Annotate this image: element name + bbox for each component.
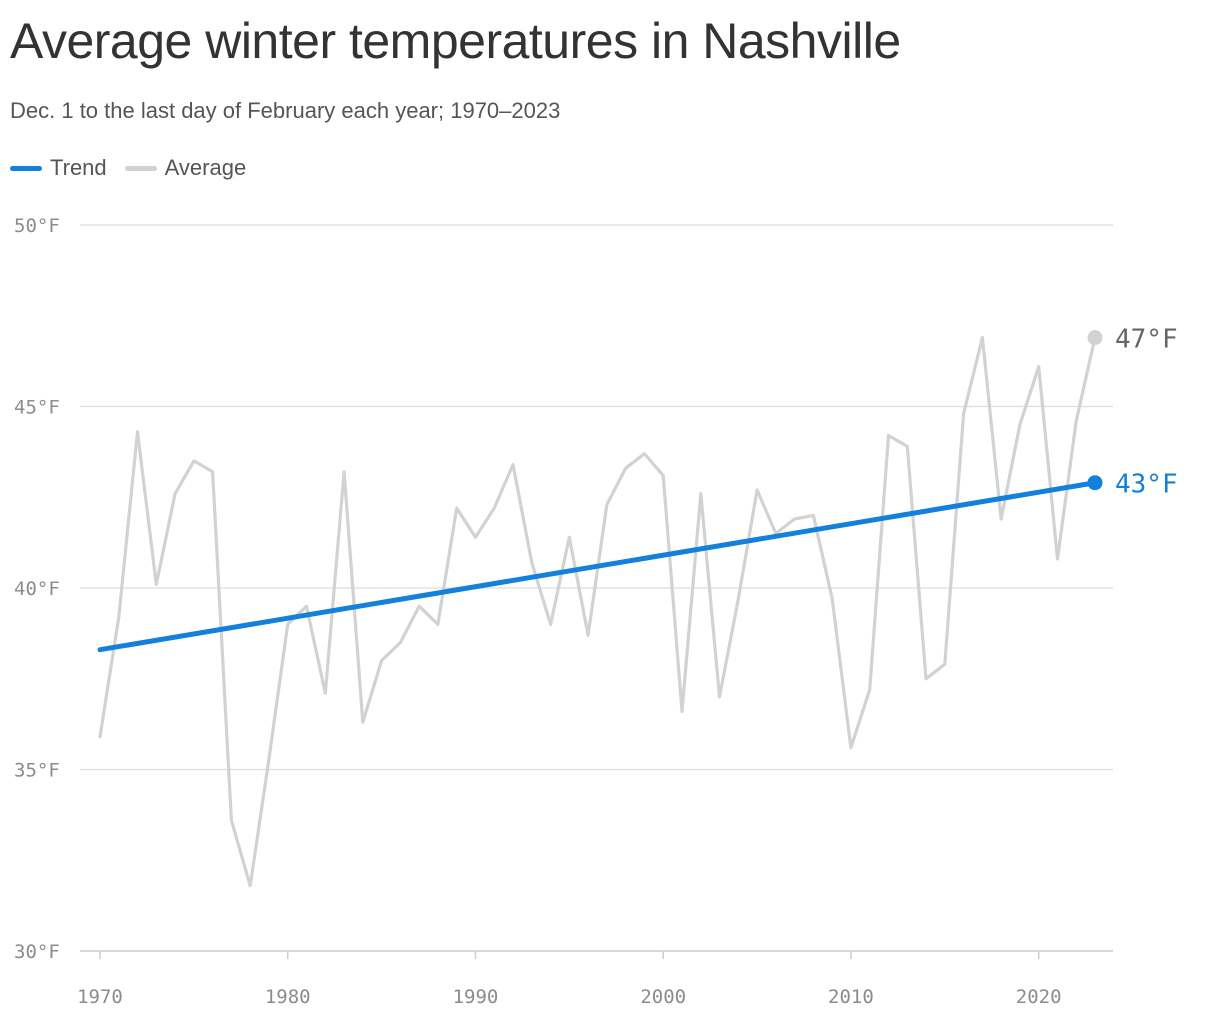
- x-axis-ticks: 1970 1980 1990 2000 2010 2020: [77, 951, 1062, 1008]
- chart-legend: Trend Average: [10, 155, 264, 181]
- x-tick-label-1990: 1990: [453, 986, 499, 1008]
- x-tick-label-1970: 1970: [77, 986, 123, 1008]
- series-layer: [97, 330, 1103, 888]
- y-tick-label-45: 45°F: [14, 397, 60, 419]
- chart-subtitle: Dec. 1 to the last day of February each …: [10, 98, 561, 123]
- end-label-average: 47°F: [1115, 325, 1178, 355]
- legend-swatch-average: [124, 165, 157, 171]
- legend-label-average: Average: [164, 155, 247, 180]
- x-tick-label-2000: 2000: [640, 986, 686, 1008]
- end-label-trend: 43°F: [1115, 470, 1178, 500]
- chart-title: Average winter temperatures in Nashville: [10, 13, 901, 69]
- y-tick-label-30: 30°F: [14, 941, 60, 963]
- legend-swatch-trend: [10, 165, 42, 171]
- legend-item-trend: Trend: [10, 155, 107, 181]
- grid-lines: [80, 224, 1113, 952]
- x-tick-label-1980: 1980: [265, 986, 311, 1008]
- legend-item-average: Average: [124, 155, 247, 181]
- x-tick-label-2020: 2020: [1016, 986, 1062, 1008]
- x-tick-label-2010: 2010: [828, 986, 874, 1008]
- series-endpoint-trend: [1087, 475, 1103, 491]
- legend-label-trend: Trend: [50, 155, 107, 180]
- end-labels: 47°F 43°F: [1115, 325, 1178, 500]
- y-tick-label-35: 35°F: [14, 760, 60, 782]
- y-axis-ticks: 50°F 45°F 40°F 35°F 30°F: [14, 215, 60, 963]
- series-line-trend: [97, 480, 1098, 653]
- y-tick-label-50: 50°F: [14, 215, 60, 237]
- series-endpoint-average: [1087, 330, 1103, 346]
- series-line-average: [98, 335, 1097, 888]
- y-tick-label-40: 40°F: [14, 578, 60, 600]
